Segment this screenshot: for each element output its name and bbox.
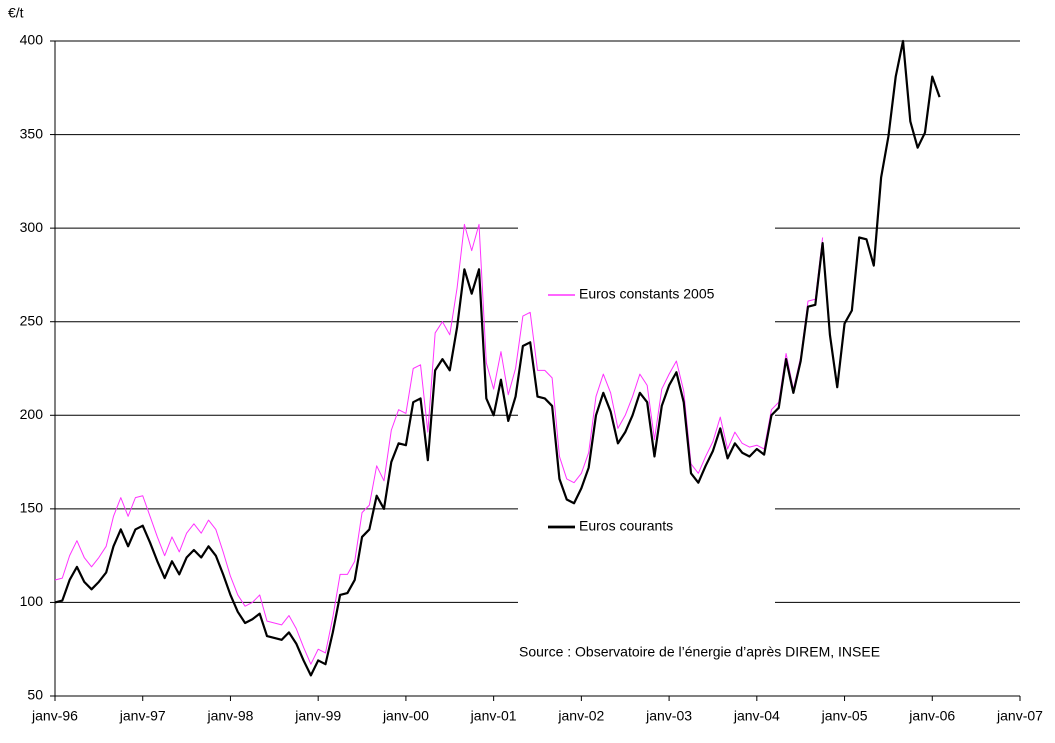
y-tick-label: 50 <box>27 687 43 703</box>
x-tick-label: janv-98 <box>206 708 253 724</box>
x-tick-label: janv-97 <box>119 708 166 724</box>
y-tick-label: 250 <box>20 312 44 328</box>
y-tick-label: 300 <box>20 219 44 235</box>
y-tick-label: 350 <box>20 125 44 141</box>
x-tick-label: janv-04 <box>733 708 780 724</box>
x-tick-label: janv-03 <box>645 708 692 724</box>
series-line <box>54 223 824 665</box>
source-note: Source : Observatoire de l’énergie d’apr… <box>519 644 880 660</box>
x-tick-label: janv-00 <box>382 708 429 724</box>
y-tick-label: 200 <box>20 406 44 422</box>
legend-label: Euros courants <box>579 518 673 534</box>
legend-background <box>518 215 775 615</box>
x-tick-label: janv-96 <box>31 708 78 724</box>
x-tick-label: janv-05 <box>821 708 868 724</box>
y-tick-label: 100 <box>20 593 44 609</box>
x-tick-label: janv-01 <box>470 708 517 724</box>
y-axis-label: €/t <box>8 5 24 21</box>
x-tick-label: janv-07 <box>996 708 1043 724</box>
x-tick-label: janv-02 <box>557 708 604 724</box>
x-tick-label: janv-99 <box>294 708 341 724</box>
series-line <box>54 39 941 677</box>
legend-label: Euros constants 2005 <box>579 286 715 302</box>
y-tick-label: 400 <box>20 32 44 48</box>
x-tick-label: janv-06 <box>908 708 955 724</box>
y-tick-label: 150 <box>20 500 44 516</box>
